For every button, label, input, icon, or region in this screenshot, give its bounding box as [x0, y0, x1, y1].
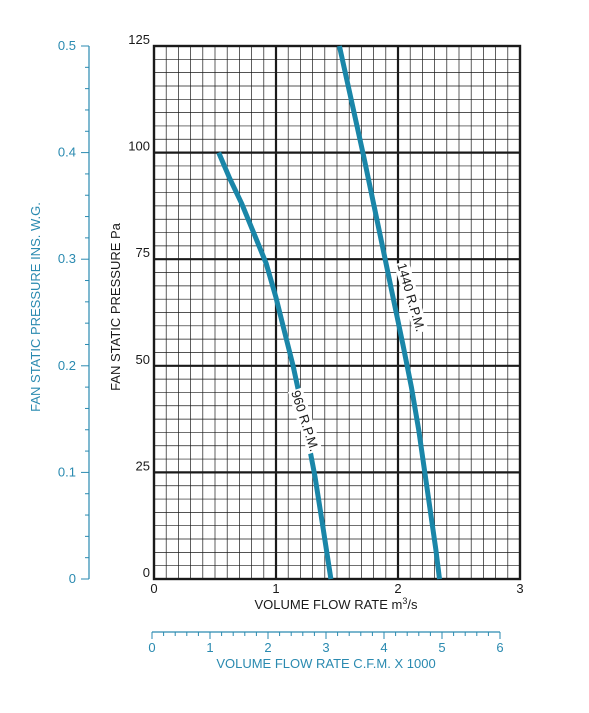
secondary-x-tick-label: 4: [380, 640, 387, 655]
chart-grid: [152, 44, 522, 581]
secondary-y-tick-label: 0.3: [58, 251, 76, 266]
series-label-background: [287, 387, 323, 455]
secondary-y-tick-label: 0.4: [58, 145, 76, 160]
plot-frame: [152, 44, 522, 581]
y-tick-label: 125: [128, 32, 150, 47]
y-tick-label: 75: [136, 245, 150, 260]
secondary-y-axis-title: FAN STATIC PRESSURE INS. W.G.: [28, 202, 43, 412]
x-tick-label: 2: [394, 581, 401, 596]
series-curve-0: [216, 151, 334, 580]
series-label-0: 960 R.P.M.: [288, 388, 322, 453]
series-label-background: [394, 260, 429, 335]
secondary-y-tick-label: 0.1: [58, 464, 76, 479]
secondary-y-tick-label: 0: [69, 571, 76, 586]
secondary-y-tick-label: 0.5: [58, 38, 76, 53]
y-tick-label: 0: [143, 565, 150, 580]
y-tick-label: 100: [128, 139, 150, 154]
y-tick-label: 25: [136, 458, 150, 473]
y-tick-label: 50: [136, 352, 150, 367]
secondary-y-tick-label: 0.2: [58, 358, 76, 373]
secondary-x-tick-label: 6: [496, 640, 503, 655]
secondary-x-tick-label: 0: [148, 640, 155, 655]
secondary-x-tick-label: 3: [322, 640, 329, 655]
x-tick-label: 1: [272, 581, 279, 596]
x-axis-title: VOLUME FLOW RATE m3/s: [255, 596, 418, 612]
x-tick-label: 3: [516, 581, 523, 596]
y-axis-title: FAN STATIC PRESSURE Pa: [108, 222, 123, 391]
series-curve-1: [336, 45, 442, 580]
secondary-x-axis-title: VOLUME FLOW RATE C.F.M. X 1000: [216, 656, 435, 671]
secondary-x-tick-label: 5: [438, 640, 445, 655]
secondary-x-tick-label: 1: [206, 640, 213, 655]
x-tick-label: 0: [150, 581, 157, 596]
secondary-x-tick-label: 2: [264, 640, 271, 655]
chart-axes: 0 1 2 3 0 25 50 75 100 125 0 0.1 0.2 0.3 0.4 0.5 0 1 2 3 4 5 6: [58, 32, 524, 655]
